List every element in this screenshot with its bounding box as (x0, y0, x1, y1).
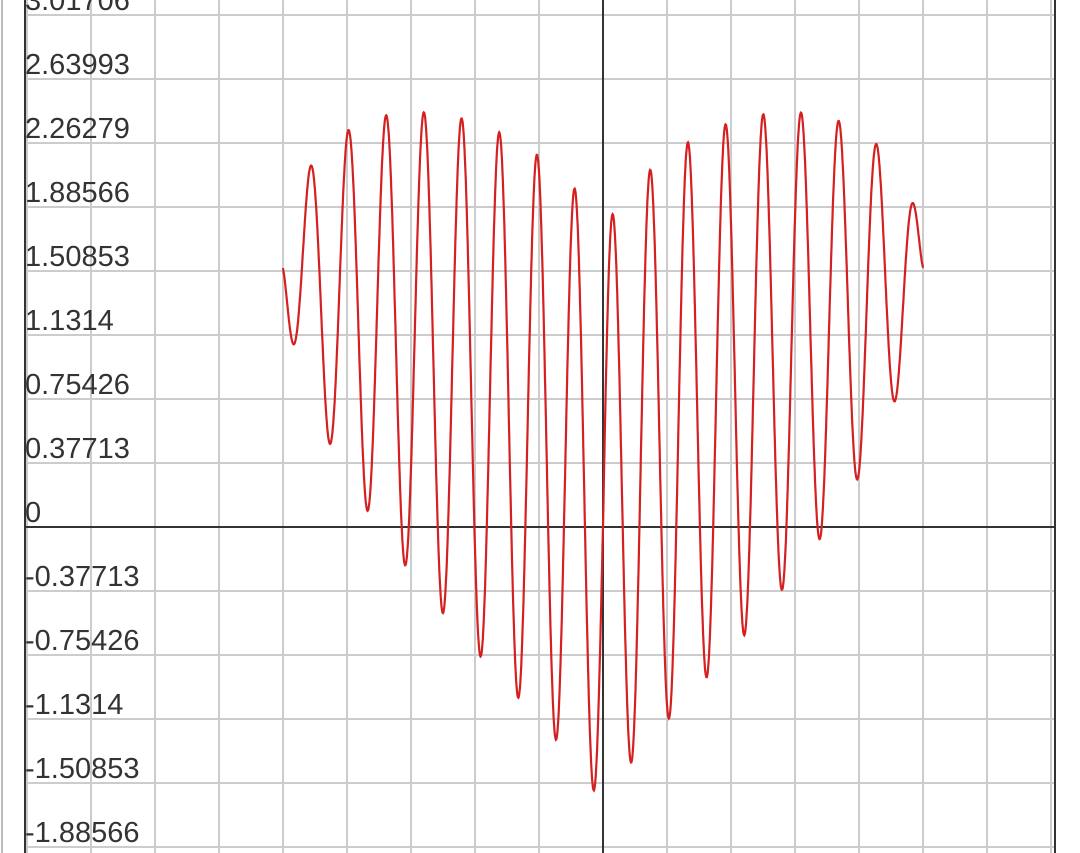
y-tick-label: 2.63993 (25, 49, 130, 81)
y-tick-label: 1.1314 (25, 305, 114, 337)
y-tick-label: 1.88566 (25, 177, 130, 209)
y-tick-label: -1.50853 (25, 753, 140, 785)
y-tick-label: -0.37713 (25, 561, 140, 593)
y-tick-label: -1.1314 (25, 689, 123, 721)
y-tick-label: 2.26279 (25, 113, 130, 145)
y-tick-label: 0.75426 (25, 369, 130, 401)
y-tick-label: 0 (25, 497, 41, 529)
y-tick-label: 1.50853 (25, 241, 130, 273)
y-tick-label: -0.75426 (25, 625, 140, 657)
y-tick-labels: 3.01706 2.63993 2.26279 1.88566 1.50853 1.131… (25, 0, 140, 849)
y-tick-label: 0.37713 (25, 433, 130, 465)
axes (24, 0, 1056, 853)
curve-layer (281, 110, 925, 793)
y-tick-label: -1.88566 (25, 817, 140, 849)
heart-curve-line (281, 110, 925, 793)
y-tick-label: 3.01706 (25, 0, 130, 17)
